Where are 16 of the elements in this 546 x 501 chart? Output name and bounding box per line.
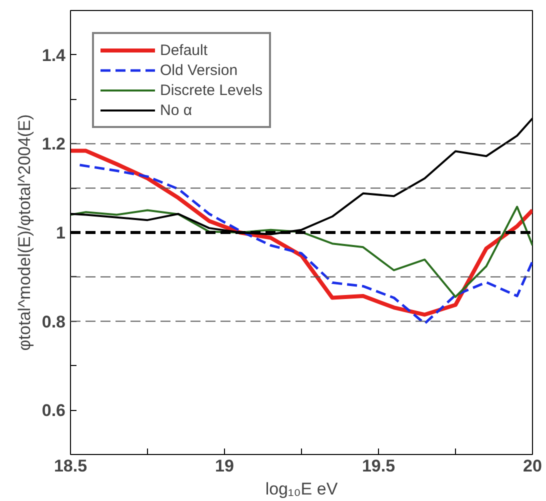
legend-label: Discrete Levels [160, 82, 263, 98]
x-axis-title: log₁₀E eV [265, 480, 338, 498]
x-tick-label: 19 [215, 456, 234, 476]
y-tick-label: 0.8 [42, 312, 66, 332]
legend-label: No α [160, 102, 192, 118]
y-tick-label: 1.4 [42, 46, 66, 65]
x-tick-label: 19.5 [362, 456, 396, 476]
y-tick-label: 1 [56, 224, 66, 242]
y-tick-label: 0.6 [42, 401, 66, 420]
x-tick-label: 18.5 [54, 456, 88, 476]
legend-label: Old Version [160, 62, 238, 78]
x-tick-label: 20 [523, 456, 542, 476]
y-axis-title: φtotal^model(E)/φtotal^2004(E) [14, 114, 34, 351]
line-series [70, 206, 532, 298]
legend-label: Default [160, 42, 208, 58]
y-tick-label: 1.2 [42, 134, 66, 154]
